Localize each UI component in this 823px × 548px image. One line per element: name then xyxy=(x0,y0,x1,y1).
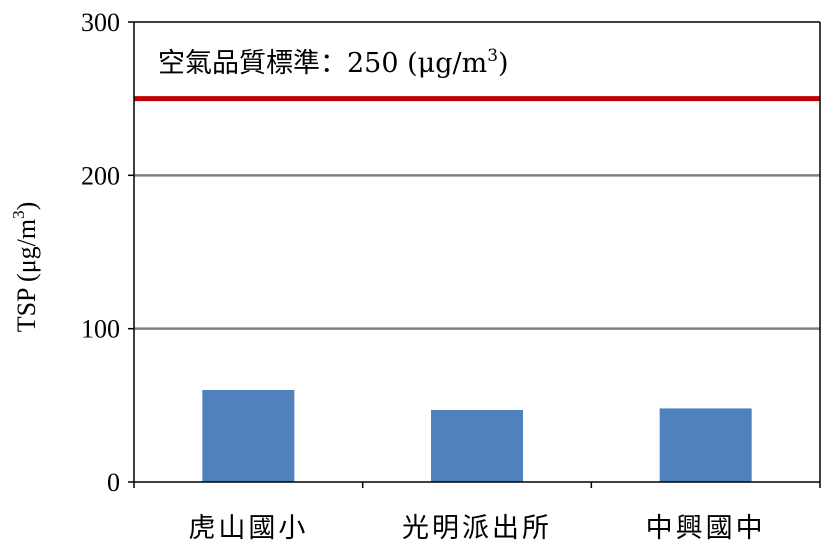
y-tick-label-300: 300 xyxy=(81,8,120,37)
x-category-label-1: 光明派出所 xyxy=(402,513,552,544)
standard-label-sup: 3 xyxy=(487,46,498,66)
y-tick-label-200: 200 xyxy=(81,161,120,190)
x-category-label-0: 虎山國小 xyxy=(188,513,308,544)
y-axis-label: TSP (μg/m3) xyxy=(9,202,41,333)
plot-frame xyxy=(128,21,821,488)
y-tick-labels: 0 100 200 300 xyxy=(81,8,120,497)
bar-1 xyxy=(431,409,523,482)
y-tick-label-0: 0 xyxy=(107,468,120,497)
standard-label-tail: ) xyxy=(498,48,509,79)
bars xyxy=(202,390,752,482)
standard-label-main: 空氣品質標準：250 (μg/m xyxy=(158,48,487,79)
y-axis-label-sup: 3 xyxy=(9,210,28,219)
y-axis-label-main: TSP (μg/m xyxy=(12,219,41,332)
standard-label: 空氣品質標準：250 (μg/m3) xyxy=(158,46,509,79)
y-tick-label-100: 100 xyxy=(81,315,120,344)
bar-0 xyxy=(202,390,295,482)
x-category-label-2: 中興國中 xyxy=(646,513,766,544)
gridlines xyxy=(134,174,820,330)
bar-2 xyxy=(659,408,752,482)
y-axis-label-tail: ) xyxy=(12,202,41,211)
x-category-labels: 虎山國小 光明派出所 中興國中 xyxy=(188,513,766,544)
